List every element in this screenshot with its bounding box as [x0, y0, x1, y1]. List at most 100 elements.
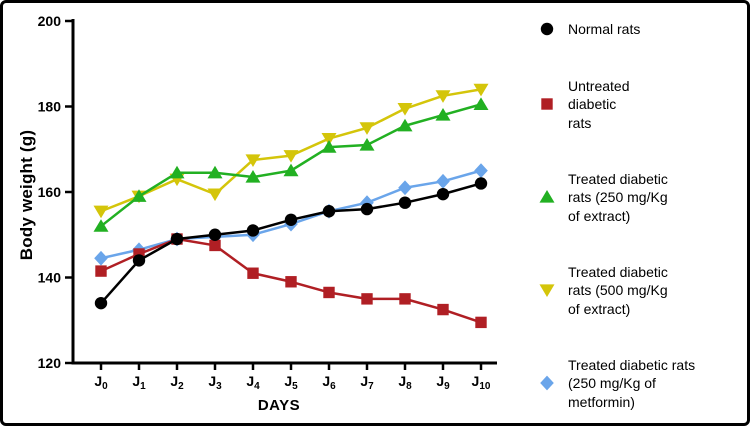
- x-tick-label: J2: [170, 373, 184, 392]
- triangle-down-marker-icon: [539, 284, 555, 298]
- data-point-triangle-up: [207, 165, 223, 179]
- chart-legend: Normal rats Untreated diabetic rats Treate…: [537, 19, 743, 411]
- x-tick-label: J3: [208, 373, 222, 392]
- data-point-square: [247, 267, 259, 279]
- data-point-square: [95, 265, 107, 277]
- x-tick-base: J: [322, 373, 330, 389]
- legend-item: Treated diabetic rats (500 mg/Kg of extr…: [537, 263, 743, 318]
- triangle-down-marker-glyph: [539, 284, 555, 298]
- x-tick-subscript: 4: [254, 381, 260, 392]
- data-point-square: [475, 316, 487, 329]
- data-point-circle: [322, 205, 336, 218]
- x-tick-label: J10: [472, 373, 491, 392]
- data-point-square: [361, 293, 373, 305]
- legend-label: Untreated diabetic rats: [568, 77, 630, 131]
- data-point-circle: [170, 232, 184, 246]
- x-tick-base: J: [284, 373, 292, 389]
- y-tick-label: 200: [38, 13, 62, 29]
- x-tick-label: J0: [94, 373, 108, 392]
- triangle-up-marker-icon: [539, 190, 555, 203]
- diamond-marker-glyph: [540, 375, 554, 391]
- legend-label: Treated diabetic rats (500 mg/Kg of extr…: [568, 263, 668, 317]
- y-tick-label: 180: [38, 99, 62, 115]
- x-tick-label: J1: [132, 373, 146, 392]
- circle-marker-glyph: [540, 22, 554, 36]
- data-point-triangle-up: [245, 170, 261, 183]
- circle-marker-icon: [540, 22, 554, 36]
- plot-area: Body weight (g) 120 140 160 180 200 J0 J1 J2 J3 J…: [5, 5, 525, 427]
- data-point-triangle-down: [321, 132, 337, 146]
- legend-label: Treated diabetic rats (250 mg/Kg of extr…: [568, 170, 668, 224]
- data-point-square: [133, 248, 145, 260]
- data-point-square: [399, 293, 411, 305]
- data-point-circle: [208, 228, 222, 241]
- x-tick-base: J: [132, 373, 140, 389]
- data-point-circle: [474, 177, 488, 190]
- data-point-triangle-up: [131, 189, 147, 202]
- x-tick-subscript: 5: [292, 381, 298, 392]
- data-point-triangle-up: [473, 97, 489, 110]
- data-point-square: [437, 303, 449, 316]
- x-tick-label: J8: [398, 373, 412, 392]
- x-tick-subscript: 0: [102, 381, 108, 392]
- x-tick-subscript: 3: [216, 381, 222, 392]
- x-tick-base: J: [246, 373, 254, 389]
- square-marker-icon: [541, 98, 553, 110]
- x-tick-subscript: 1: [140, 381, 146, 392]
- data-point-circle: [284, 213, 298, 226]
- legend-item: Untreated diabetic rats: [537, 77, 743, 132]
- data-point-triangle-up: [435, 108, 451, 121]
- data-point-circle: [398, 196, 412, 209]
- x-tick-label: J9: [436, 373, 450, 392]
- legend-item: Treated diabetic rats (250 mg/Kg of metf…: [537, 356, 743, 411]
- data-point-triangle-down: [359, 122, 375, 135]
- x-tick-base: J: [398, 373, 406, 389]
- data-point-triangle-up: [321, 140, 337, 153]
- x-tick-label: J6: [322, 373, 336, 392]
- x-tick-label: J7: [360, 373, 374, 392]
- x-tick-base: J: [208, 373, 216, 389]
- data-point-square: [285, 276, 297, 288]
- data-point-circle: [246, 224, 260, 237]
- data-point-diamond: [94, 250, 108, 266]
- legend-label: Normal rats: [568, 20, 641, 37]
- data-point-triangle-down: [397, 103, 413, 116]
- x-tick-base: J: [94, 373, 102, 389]
- x-tick-label: J4: [246, 373, 260, 392]
- x-tick-base: J: [170, 373, 178, 389]
- data-point-circle: [94, 296, 108, 310]
- x-axis-title: DAYS: [257, 397, 301, 414]
- x-tick-subscript: 7: [368, 381, 374, 392]
- data-point-triangle-down: [473, 83, 489, 97]
- data-point-triangle-up: [283, 163, 299, 177]
- y-tick-label: 160: [38, 184, 62, 200]
- data-point-triangle-up: [93, 219, 109, 232]
- data-point-triangle-down: [207, 188, 223, 202]
- data-point-triangle-down: [283, 150, 299, 163]
- data-point-triangle-down: [435, 90, 451, 103]
- y-tick-label: 140: [38, 270, 62, 286]
- data-point-triangle-up: [169, 165, 185, 179]
- data-point-diamond: [436, 173, 450, 189]
- data-point-circle: [360, 202, 374, 216]
- data-point-square: [209, 239, 221, 252]
- x-tick-base: J: [436, 373, 444, 389]
- x-tick-base: J: [472, 373, 480, 389]
- legend-item: Normal rats: [537, 19, 743, 39]
- y-tick-label: 120: [38, 355, 62, 371]
- x-tick-subscript: 2: [178, 381, 184, 392]
- square-marker-glyph: [541, 98, 553, 110]
- data-point-diamond: [398, 180, 412, 196]
- diamond-marker-icon: [540, 375, 554, 391]
- x-tick-label: J5: [284, 373, 298, 392]
- x-tick-subscript: 8: [406, 381, 412, 392]
- data-point-triangle-up: [359, 137, 375, 151]
- data-point-triangle-down: [93, 205, 109, 219]
- data-point-diamond: [474, 163, 488, 179]
- legend-label: Treated diabetic rats (250 mg/Kg of metf…: [568, 356, 696, 410]
- data-point-circle: [436, 187, 450, 201]
- data-point-square: [323, 286, 335, 299]
- x-tick-subscript: 6: [330, 381, 336, 392]
